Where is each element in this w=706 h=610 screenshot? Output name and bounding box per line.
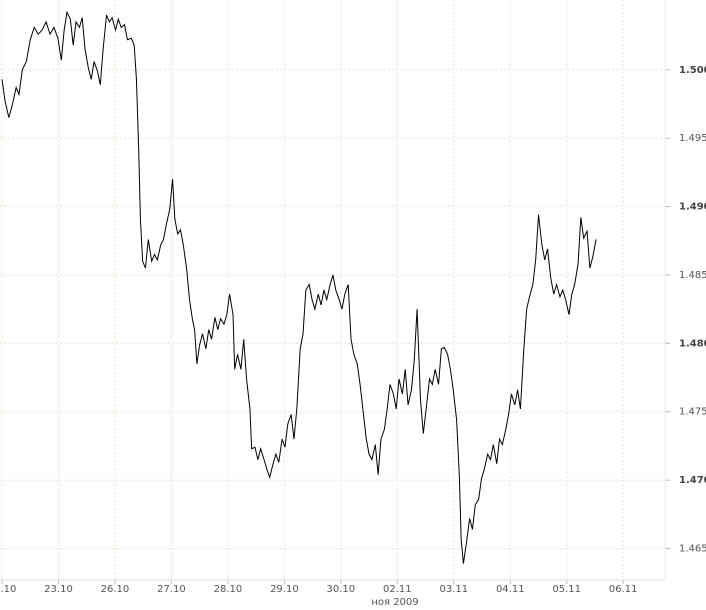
y-tick-label: 1.4650 [679, 544, 706, 555]
y-tick-label: 1.4950 [679, 133, 706, 144]
x-tick-label: 23.10 [44, 584, 73, 595]
y-tick-label: 1.4800 [679, 338, 706, 349]
x-tick-label: 02.11 [383, 584, 412, 595]
x-tick-label: 29.10 [270, 584, 299, 595]
x-tick-label: 06.11 [609, 584, 638, 595]
x-axis-label: ноя 2009 [371, 597, 418, 608]
y-tick-label: 1.4700 [679, 475, 706, 486]
x-tick-label: 05.11 [552, 584, 581, 595]
x-tick-label: 04.11 [496, 584, 525, 595]
y-tick-label: 1.4900 [679, 202, 706, 213]
x-tick-label: 30.10 [327, 584, 356, 595]
x-tick-label: 26.10 [101, 584, 130, 595]
y-tick-label: 1.5000 [679, 65, 706, 76]
x-tick-label: 03.11 [439, 584, 468, 595]
x-tick-label: 28.10 [214, 584, 243, 595]
x-tick-label: 27.10 [157, 584, 186, 595]
y-tick-label: 1.4750 [679, 407, 706, 418]
y-tick-label: 1.4850 [679, 270, 706, 281]
x-tick-label: 22.10 [0, 584, 16, 595]
price-line [1, 10, 597, 564]
